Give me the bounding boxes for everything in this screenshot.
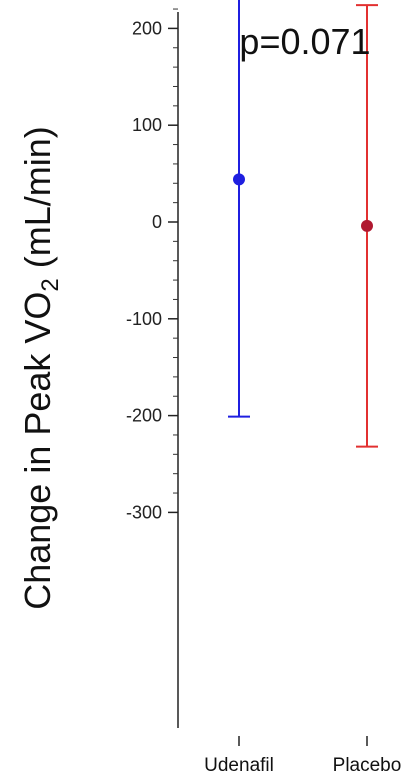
- y-tick-label: 100: [132, 115, 162, 135]
- y-tick-label: -300: [126, 502, 162, 522]
- category-axis: Udenafil Placebo: [204, 736, 401, 776]
- p-value-annotation: p=0.071: [239, 21, 370, 62]
- mean-point: [361, 219, 373, 232]
- y-axis-label-prefix: Change in Peak VO: [17, 292, 58, 610]
- mean-point: [233, 173, 245, 186]
- series-placebo: [356, 4, 378, 448]
- y-tick-label: -100: [126, 309, 162, 329]
- series-udenafil: [228, 0, 250, 418]
- x-tick-label: Placebo: [333, 755, 402, 776]
- y-axis-label-suffix: (mL/min): [17, 126, 58, 278]
- y-axis-label-subscript: 2: [37, 278, 64, 291]
- y-tick-label: -200: [126, 406, 162, 426]
- y-tick-label: 200: [132, 18, 162, 38]
- y-axis: 4003002001000-100-200-300: [126, 8, 179, 728]
- x-tick-label: Udenafil: [204, 755, 274, 776]
- y-tick-label: 0: [152, 212, 162, 232]
- series-group: [228, 0, 378, 448]
- y-axis-label: Change in Peak VO2 (mL/min): [17, 126, 64, 610]
